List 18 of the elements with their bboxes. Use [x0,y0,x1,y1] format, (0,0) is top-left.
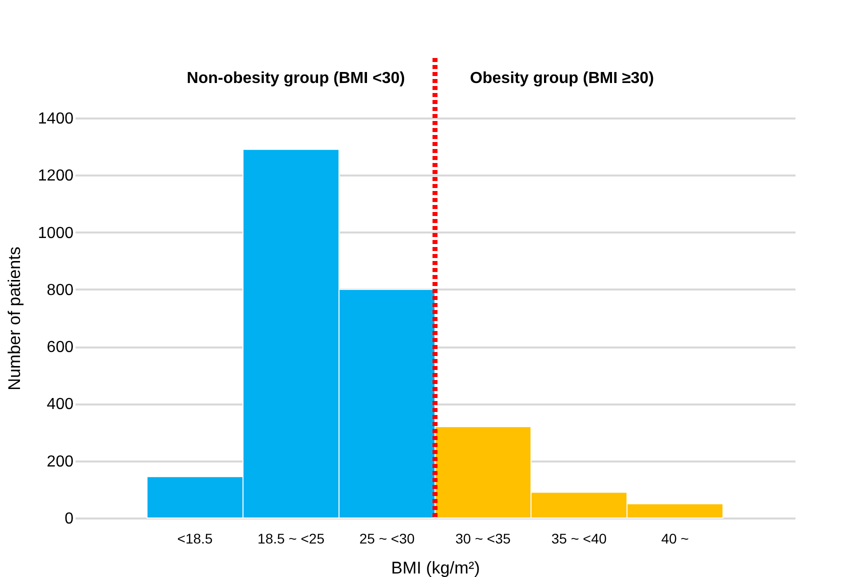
x-tick-label: 35 ~ <40 [551,530,607,546]
y-tick-label: 1200 [38,168,74,185]
x-tick-label: 18.5 ~ <25 [258,530,325,546]
y-tick-label: 200 [46,453,74,470]
x-tick-label: 25 ~ <30 [359,530,415,546]
y-axis-title: Number of patients [4,246,24,390]
text: Non-obesity group (BMI <30) [186,70,405,87]
y-tick-label: 1400 [38,110,74,128]
text: Obesity group (BMI ≥30) [470,70,654,87]
x-tick-label: <18.5 [177,530,213,546]
y-tick-label: 0 [64,510,74,528]
y-tick-label: 800 [46,282,74,299]
y-tick-label: 1000 [38,224,74,242]
y-tick-label: 600 [46,339,74,356]
x-tick-label: 30 ~ <35 [455,530,511,546]
x-axis-title: BMI (kg/m²) [391,558,480,577]
y-tick-label: 400 [46,396,74,414]
x-tick-label: 40 ~ [661,530,689,546]
